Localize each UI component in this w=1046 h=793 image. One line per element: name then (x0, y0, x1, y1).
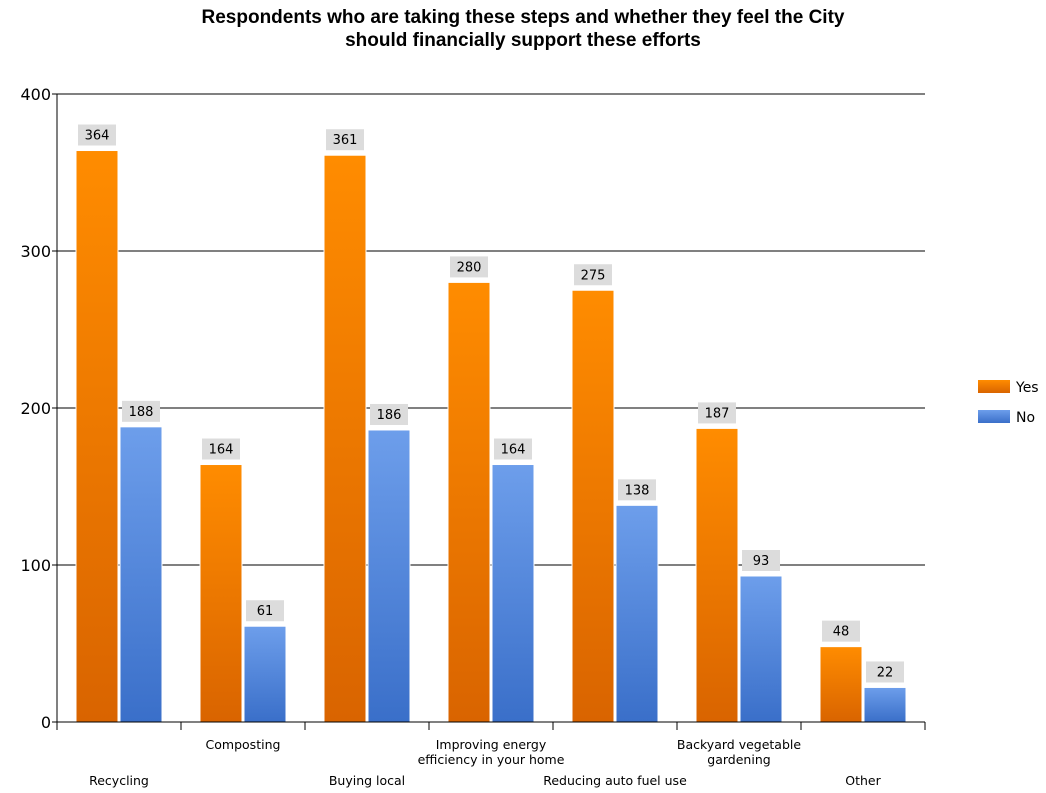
bar-no-0 (119, 426, 163, 723)
data-label-yes-3: 280 (457, 260, 482, 275)
data-label-no-1: 61 (257, 604, 274, 619)
bar-yes-3 (447, 281, 491, 723)
data-label-yes-2: 361 (333, 133, 358, 148)
x-category-label-3-0: Improving energy (436, 737, 547, 752)
legend-swatch-no (978, 410, 1010, 423)
data-label-bg-yes-6 (822, 620, 860, 642)
data-label-no-3: 164 (501, 443, 526, 458)
legend-swatch-yes (978, 380, 1010, 393)
y-tick-label-200: 200 (20, 399, 51, 418)
data-label-yes-1: 164 (209, 443, 234, 458)
data-label-no-6: 22 (877, 665, 894, 680)
x-category-label-5-1: gardening (707, 752, 770, 767)
chart-title-line-1: Respondents who are taking these steps a… (201, 7, 845, 28)
bar-yes-2 (323, 154, 367, 723)
x-category-label-3-1: efficiency in your home (418, 752, 565, 767)
y-tick-label-0: 0 (41, 713, 51, 732)
bar-no-6 (863, 686, 907, 723)
legend-label-yes: Yes (1015, 380, 1039, 396)
data-label-bg-no-4 (618, 479, 656, 501)
y-tick-label-100: 100 (20, 556, 51, 575)
bar-yes-0 (75, 150, 119, 723)
bar-no-5 (739, 575, 783, 723)
legend-label-no: No (1016, 410, 1035, 426)
axes: 0 100 200 300 400 Recycling Composting Buying l… (20, 85, 926, 788)
data-label-bg-no-1 (246, 600, 284, 622)
data-label-bg-no-0 (122, 400, 160, 422)
data-label-no-5: 93 (753, 554, 770, 569)
data-label-no-4: 138 (625, 483, 650, 498)
data-label-yes-5: 187 (705, 406, 730, 421)
data-labels: 364 164 361 280 275 187 48 188 61 186 164 138 93 22 (78, 124, 904, 683)
data-label-bg-yes-3 (450, 256, 488, 278)
x-category-label-5-0: Backyard vegetable (677, 737, 801, 752)
chart-title-line-2: should financially support these efforts (345, 30, 701, 51)
legend: Yes No (978, 380, 1039, 426)
data-label-bg-no-5 (742, 549, 780, 571)
data-label-bg-yes-0 (78, 124, 116, 146)
data-label-yes-0: 364 (85, 129, 110, 144)
gridlines (57, 93, 925, 566)
x-category-label-4-0: Reducing auto fuel use (543, 773, 687, 788)
x-category-label-6-0: Other (845, 773, 881, 788)
bar-no-2 (367, 429, 411, 723)
data-label-bg-yes-4 (574, 264, 612, 286)
y-tick-label-400: 400 (20, 85, 51, 104)
chart-title: Respondents who are taking these steps a… (0, 6, 1046, 52)
data-label-yes-4: 275 (581, 268, 606, 283)
data-label-bg-yes-1 (202, 438, 240, 460)
data-label-bg-no-3 (494, 438, 532, 460)
bar-yes-1 (199, 464, 243, 723)
data-label-bg-yes-2 (326, 129, 364, 151)
bar-yes-4 (571, 289, 615, 723)
bar-no-1 (243, 625, 287, 723)
bar-yes-5 (695, 427, 739, 723)
x-category-label-2-0: Buying local (329, 773, 405, 788)
data-label-yes-6: 48 (833, 625, 850, 640)
bar-no-4 (615, 504, 659, 723)
bar-no-3 (491, 464, 535, 723)
x-category-label-0-0: Recycling (89, 773, 149, 788)
data-label-bg-no-6 (866, 661, 904, 683)
data-label-no-2: 186 (377, 408, 402, 423)
bar-yes-6 (819, 646, 863, 723)
y-tick-label-300: 300 (20, 242, 51, 261)
bars (75, 150, 907, 723)
data-label-bg-no-2 (370, 403, 408, 425)
data-label-no-0: 188 (129, 405, 154, 420)
x-category-label-1-0: Composting (206, 737, 281, 752)
data-label-bg-yes-5 (698, 402, 736, 424)
